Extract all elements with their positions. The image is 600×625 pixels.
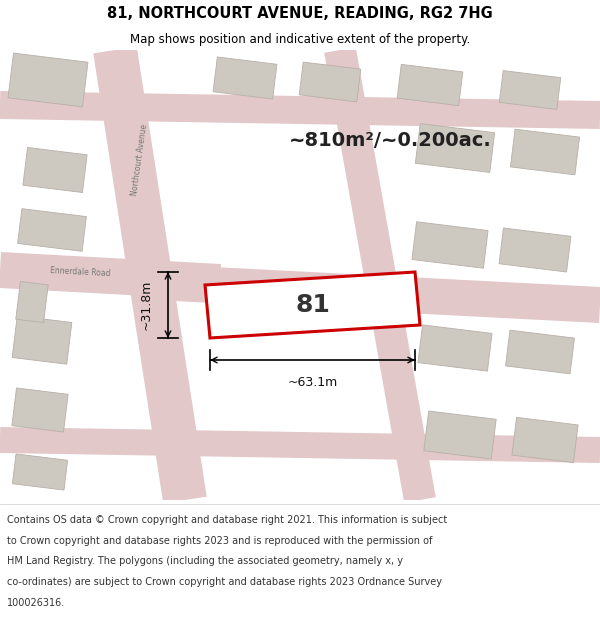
Text: to Crown copyright and database rights 2023 and is reproduced with the permissio: to Crown copyright and database rights 2… — [7, 536, 433, 546]
Polygon shape — [506, 330, 574, 374]
Polygon shape — [511, 129, 580, 175]
Text: ~810m²/~0.200ac.: ~810m²/~0.200ac. — [289, 131, 491, 149]
Text: co-ordinates) are subject to Crown copyright and database rights 2023 Ordnance S: co-ordinates) are subject to Crown copyr… — [7, 577, 442, 587]
Polygon shape — [0, 252, 221, 300]
Polygon shape — [412, 222, 488, 268]
Polygon shape — [415, 124, 494, 172]
Text: Contains OS data © Crown copyright and database right 2021. This information is : Contains OS data © Crown copyright and d… — [7, 515, 448, 525]
Polygon shape — [213, 57, 277, 99]
Text: Northcourt Avenue: Northcourt Avenue — [131, 124, 149, 196]
Polygon shape — [154, 264, 600, 323]
Polygon shape — [12, 388, 68, 432]
Text: Map shows position and indicative extent of the property.: Map shows position and indicative extent… — [130, 32, 470, 46]
Polygon shape — [205, 272, 420, 338]
Polygon shape — [23, 148, 87, 192]
Text: 100026316.: 100026316. — [7, 598, 65, 608]
Polygon shape — [499, 71, 561, 109]
Polygon shape — [424, 411, 496, 459]
Text: ~63.1m: ~63.1m — [287, 376, 338, 389]
Polygon shape — [17, 209, 86, 251]
Polygon shape — [299, 62, 361, 102]
Polygon shape — [16, 281, 48, 322]
Polygon shape — [93, 47, 207, 503]
Polygon shape — [418, 325, 492, 371]
Text: ~31.8m: ~31.8m — [139, 280, 152, 330]
Polygon shape — [397, 64, 463, 106]
Polygon shape — [324, 48, 436, 503]
Text: 81, NORTHCOURT AVENUE, READING, RG2 7HG: 81, NORTHCOURT AVENUE, READING, RG2 7HG — [107, 6, 493, 21]
Text: HM Land Registry. The polygons (including the associated geometry, namely x, y: HM Land Registry. The polygons (includin… — [7, 556, 403, 566]
Text: 81: 81 — [295, 293, 330, 317]
Polygon shape — [0, 427, 600, 463]
Polygon shape — [499, 228, 571, 272]
Text: Ennerdale Road: Ennerdale Road — [50, 266, 110, 278]
Polygon shape — [512, 418, 578, 462]
Polygon shape — [8, 53, 88, 107]
Polygon shape — [13, 454, 68, 490]
Polygon shape — [0, 91, 600, 129]
Polygon shape — [12, 316, 72, 364]
